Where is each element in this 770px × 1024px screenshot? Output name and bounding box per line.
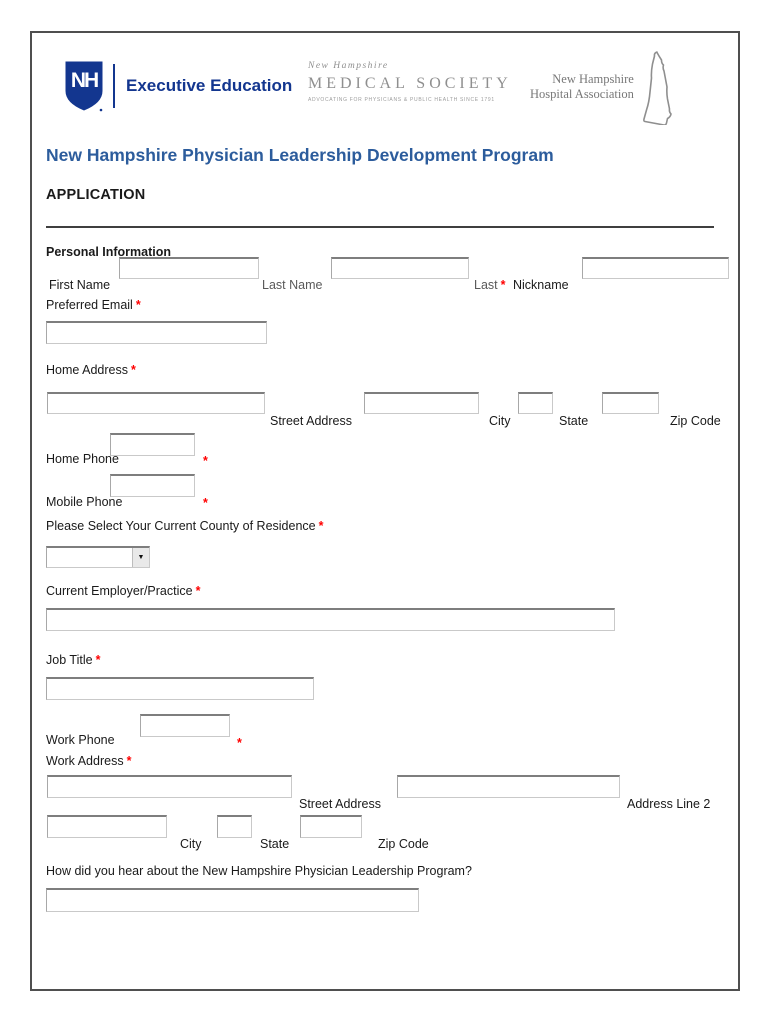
first-name-label: First Name: [49, 278, 111, 292]
how-hear-input[interactable]: [46, 888, 419, 912]
nickname-input[interactable]: [582, 257, 729, 279]
select-dropdown-button[interactable]: ▼: [132, 548, 149, 567]
page-title: New Hampshire Physician Leadership Devel…: [46, 145, 554, 165]
work-city-input[interactable]: [47, 815, 167, 838]
section-heading-application: APPLICATION: [46, 187, 146, 203]
home-phone-label: Home Phone: [46, 452, 119, 466]
last-sublabel: Last *: [474, 278, 506, 292]
nhms-tagline: ADVOCATING FOR PHYSICIANS & PUBLIC HEALT…: [308, 96, 495, 103]
nhha-text: New Hampshire Hospital Association: [530, 72, 634, 101]
home-address-label: Home Address *: [46, 363, 136, 377]
job-title-label: Job Title *: [46, 653, 101, 667]
home-state-sublabel: State: [559, 414, 589, 428]
required-asterisk: *: [135, 298, 141, 312]
how-hear-label: How did you hear about the New Hampshire…: [46, 864, 472, 878]
nickname-label: Nickname: [513, 278, 569, 292]
work-state-input[interactable]: [217, 815, 252, 838]
required-asterisk: *: [130, 363, 136, 377]
work-state-sublabel: State: [260, 837, 290, 851]
required-asterisk: *: [95, 653, 101, 667]
work-address-label: Work Address *: [46, 754, 132, 768]
nhms-line2: MEDICAL SOCIETY: [308, 74, 512, 92]
mobile-phone-label: Mobile Phone: [46, 495, 123, 509]
work-zip-input[interactable]: [300, 815, 362, 838]
home-city-input[interactable]: [364, 392, 479, 414]
nh-medical-society-logo: New Hampshire MEDICAL SOCIETY ADVOCATING…: [308, 61, 512, 103]
unh-shield-icon: NH: [65, 61, 103, 112]
section-divider: [46, 226, 714, 228]
mobile-phone-input[interactable]: [110, 474, 195, 497]
home-zip-sublabel: Zip Code: [670, 414, 721, 428]
nh-hospital-association-logo: New Hampshire Hospital Association: [530, 49, 676, 125]
work-address-line2-sublabel: Address Line 2: [627, 797, 711, 811]
work-street-address-input[interactable]: [47, 775, 292, 798]
nh-state-outline-icon: [642, 51, 672, 125]
chevron-down-icon: ▼: [137, 554, 145, 561]
employer-label: Current Employer/Practice *: [46, 584, 201, 598]
last-name-input[interactable]: [331, 257, 469, 279]
preferred-email-input[interactable]: [46, 321, 267, 344]
county-label: Please Select Your Current County of Res…: [46, 519, 324, 533]
work-city-sublabel: City: [180, 837, 202, 851]
home-city-sublabel: City: [489, 414, 511, 428]
work-zip-sublabel: Zip Code: [378, 837, 429, 851]
last-name-label: Last Name: [262, 278, 323, 292]
required-asterisk: *: [195, 584, 201, 598]
preferred-email-label: Preferred Email *: [46, 298, 141, 312]
required-asterisk: *: [203, 454, 208, 468]
unh-executive-education-logo: NH Executive Education: [64, 60, 292, 112]
required-asterisk: *: [126, 754, 132, 768]
home-state-input[interactable]: [518, 392, 553, 414]
unh-logo-label: Executive Education: [126, 76, 293, 95]
home-street-address-input[interactable]: [47, 392, 265, 414]
first-name-input[interactable]: [119, 257, 259, 279]
work-street-address-sublabel: Street Address: [299, 797, 381, 811]
home-zip-input[interactable]: [602, 392, 659, 414]
employer-input[interactable]: [46, 608, 615, 631]
application-form-page: NH Executive Education New Hampshire MED…: [30, 31, 740, 991]
required-asterisk: *: [203, 496, 208, 510]
work-phone-input[interactable]: [140, 714, 230, 737]
logo-divider: [113, 64, 115, 108]
required-asterisk: *: [500, 278, 506, 292]
job-title-input[interactable]: [46, 677, 314, 700]
work-phone-label: Work Phone: [46, 733, 115, 747]
county-select[interactable]: ▼: [46, 546, 150, 568]
work-address-line2-input[interactable]: [397, 775, 620, 798]
required-asterisk: *: [318, 519, 324, 533]
subsection-personal-information: Personal Information: [46, 245, 172, 259]
home-street-address-sublabel: Street Address: [270, 414, 352, 428]
required-asterisk: *: [237, 736, 242, 750]
svg-text:NH: NH: [71, 69, 98, 92]
nhms-line1: New Hampshire: [308, 61, 389, 71]
home-phone-input[interactable]: [110, 433, 195, 456]
